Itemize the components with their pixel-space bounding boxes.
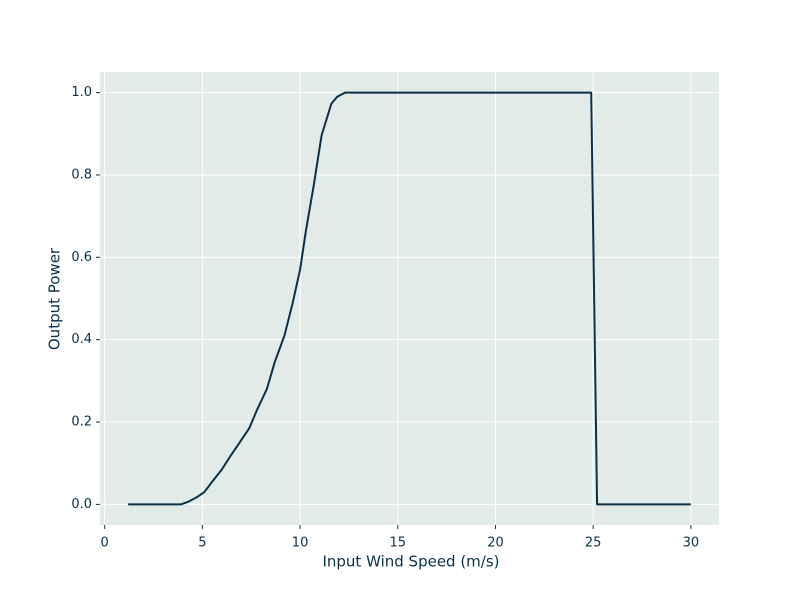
x-tick-label: 15 bbox=[390, 536, 407, 551]
plot-background bbox=[100, 72, 719, 525]
y-axis-title: Output Power bbox=[46, 247, 64, 350]
y-tick-label: 1.0 bbox=[71, 85, 92, 100]
x-tick-label: 30 bbox=[683, 536, 700, 551]
x-tick-label: 25 bbox=[585, 536, 602, 551]
x-tick-label: 10 bbox=[292, 536, 309, 551]
x-axis-title: Input Wind Speed (m/s) bbox=[322, 553, 499, 571]
x-tick-label: 5 bbox=[198, 536, 206, 551]
y-tick-label: 0.0 bbox=[71, 497, 92, 512]
x-tick-label: 20 bbox=[487, 536, 504, 551]
data-line bbox=[128, 91, 691, 506]
y-tick-label: 0.4 bbox=[71, 332, 92, 347]
y-tick-label: 0.6 bbox=[71, 250, 92, 265]
x-tick-label: 0 bbox=[101, 536, 109, 551]
y-tick-label: 0.2 bbox=[71, 415, 92, 430]
y-tick-label: 0.8 bbox=[71, 167, 92, 182]
